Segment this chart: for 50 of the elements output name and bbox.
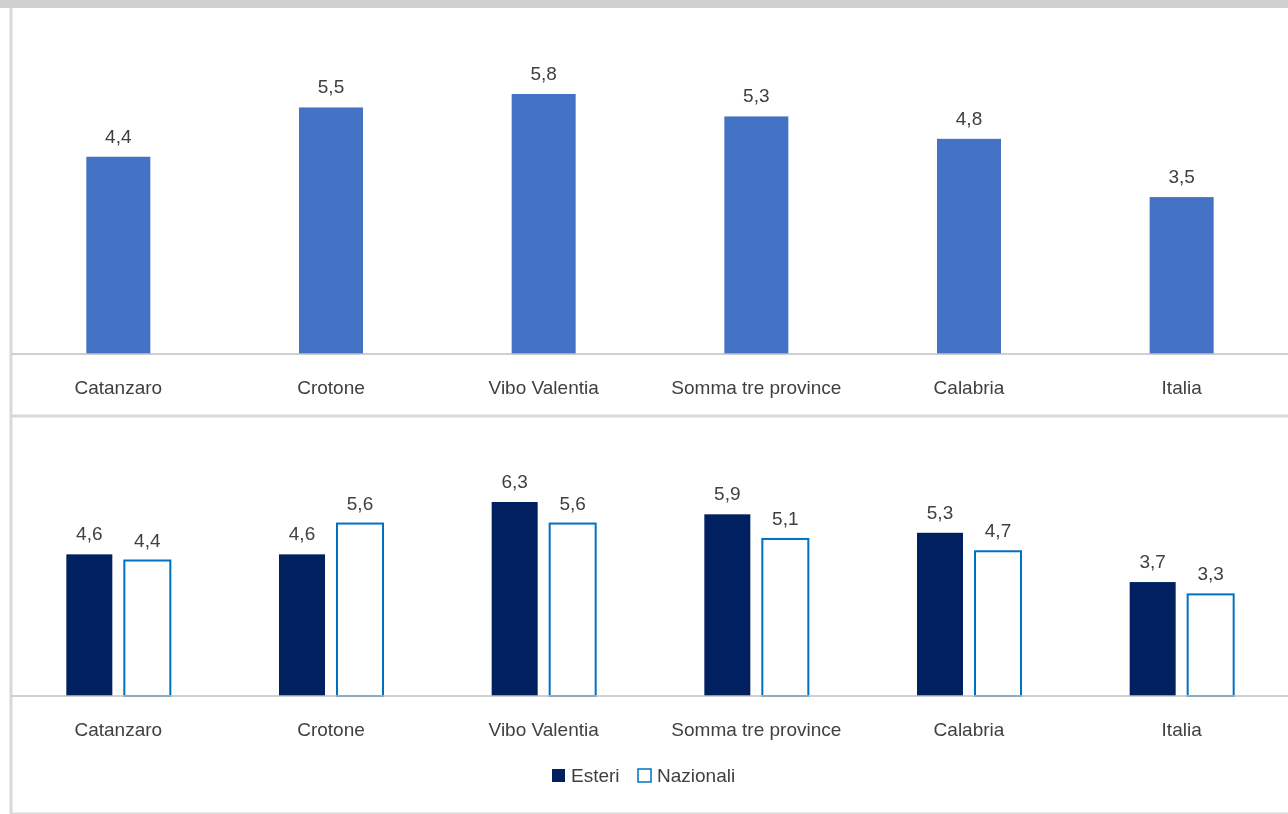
data-label: 3,7	[1139, 551, 1166, 573]
bar	[724, 116, 789, 354]
bar	[491, 502, 538, 696]
x-tick-label: Catanzaro	[74, 719, 163, 740]
bar	[279, 554, 325, 696]
bar	[1129, 582, 1176, 696]
data-label: 3,5	[1168, 166, 1195, 188]
bar	[123, 559, 172, 697]
data-label: 5,3	[926, 501, 954, 523]
x-tick-label: Catanzaro	[74, 377, 163, 398]
data-label: 5,6	[346, 492, 374, 514]
x-tick-label: Calabria	[933, 719, 1005, 740]
x-tick-label: Somma tre province	[671, 377, 842, 398]
data-label: 5,5	[317, 76, 345, 98]
data-label: 4,4	[105, 125, 132, 147]
bar	[511, 94, 576, 354]
data-label: 5,1	[772, 507, 799, 529]
bar	[1186, 593, 1235, 697]
bar	[937, 138, 1001, 354]
bar	[1149, 197, 1214, 354]
x-tick-label: Calabria	[933, 377, 1005, 398]
x-tick-label: Italia	[1161, 719, 1203, 740]
bar	[66, 554, 113, 696]
bar	[974, 550, 1022, 697]
legend-label: Nazionali	[657, 765, 736, 786]
x-tick-label: Crotone	[297, 719, 365, 740]
x-tick-label: Vibo Valentia	[488, 719, 600, 740]
bar	[336, 522, 384, 697]
data-label: 5,9	[714, 483, 741, 505]
legend-label: Esteri	[571, 765, 620, 786]
x-tick-label: Crotone	[297, 377, 365, 398]
data-label: 4,4	[134, 529, 161, 551]
bar	[704, 514, 751, 696]
bar	[299, 107, 363, 354]
x-tick-label: Vibo Valentia	[488, 377, 600, 398]
data-label: 5,6	[559, 492, 586, 514]
data-label: 5,3	[743, 85, 770, 107]
data-label: 4,7	[984, 520, 1012, 542]
x-tick-label: Somma tre province	[671, 719, 842, 740]
bar	[548, 522, 597, 697]
bar	[761, 537, 810, 697]
data-label: 4,6	[288, 523, 316, 545]
x-tick-label: Italia	[1161, 377, 1203, 398]
bar	[917, 532, 963, 696]
data-label: 4,8	[955, 107, 983, 129]
data-label: 5,8	[530, 63, 557, 84]
data-label: 3,3	[1197, 563, 1224, 585]
data-label: 6,3	[501, 471, 528, 492]
data-label: 4,6	[76, 523, 103, 545]
bar	[86, 156, 151, 354]
